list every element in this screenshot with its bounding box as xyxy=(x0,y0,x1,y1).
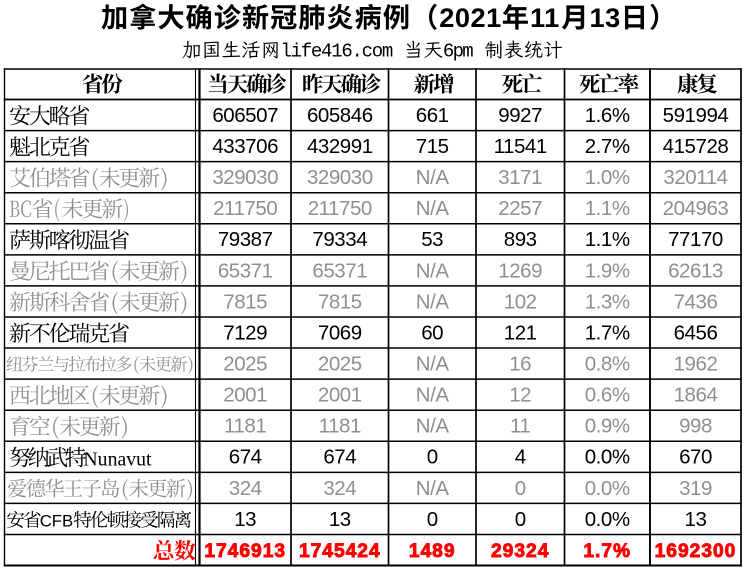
svg-text:329030: 329030 xyxy=(307,166,373,189)
svg-text:674: 674 xyxy=(229,446,262,469)
svg-text:670: 670 xyxy=(679,446,712,469)
svg-text:N/A: N/A xyxy=(416,197,450,220)
svg-text:7129: 7129 xyxy=(223,321,267,344)
svg-text:77170: 77170 xyxy=(668,228,723,251)
svg-text:1489: 1489 xyxy=(409,541,456,562)
svg-text:79334: 79334 xyxy=(312,228,367,251)
svg-text:0.6%: 0.6% xyxy=(585,384,630,407)
svg-text:2001: 2001 xyxy=(318,384,362,407)
svg-text:13: 13 xyxy=(590,2,621,33)
svg-text:N/A: N/A xyxy=(416,477,450,500)
svg-text:1.1%: 1.1% xyxy=(585,228,630,251)
svg-text:7436: 7436 xyxy=(674,290,718,313)
svg-text:0: 0 xyxy=(515,477,526,500)
svg-text:1962: 1962 xyxy=(674,353,718,376)
svg-text:0: 0 xyxy=(427,446,438,469)
svg-text:674: 674 xyxy=(323,446,356,469)
svg-text:715: 715 xyxy=(416,135,449,158)
svg-text:7815: 7815 xyxy=(318,290,362,313)
svg-text:1.3%: 1.3% xyxy=(585,290,630,313)
svg-text:432991: 432991 xyxy=(307,135,373,158)
svg-text:1692300: 1692300 xyxy=(655,541,737,562)
svg-text:13: 13 xyxy=(329,508,351,531)
svg-text:320114: 320114 xyxy=(663,166,727,189)
svg-text:1269: 1269 xyxy=(498,259,542,282)
svg-text:11: 11 xyxy=(530,2,560,33)
svg-text:1.7%: 1.7% xyxy=(585,321,630,344)
svg-text:2021: 2021 xyxy=(439,2,502,33)
svg-text:2001: 2001 xyxy=(223,384,267,407)
svg-text:60: 60 xyxy=(421,321,443,344)
svg-text:121: 121 xyxy=(504,321,537,344)
svg-text:N/A: N/A xyxy=(416,384,450,407)
svg-text:29324: 29324 xyxy=(491,541,549,562)
svg-text:324: 324 xyxy=(323,477,356,500)
svg-text:211750: 211750 xyxy=(308,197,372,220)
svg-text:893: 893 xyxy=(504,228,537,251)
svg-text:6pm: 6pm xyxy=(443,41,474,63)
svg-text:4: 4 xyxy=(515,446,526,469)
svg-text:0.0%: 0.0% xyxy=(585,446,630,469)
svg-text:N/A: N/A xyxy=(416,415,450,438)
svg-text:7815: 7815 xyxy=(223,290,267,313)
svg-text:319: 319 xyxy=(679,477,712,500)
svg-text:0: 0 xyxy=(515,508,526,531)
svg-text:3171: 3171 xyxy=(498,166,542,189)
svg-text:606507: 606507 xyxy=(212,104,278,127)
svg-text:0.9%: 0.9% xyxy=(585,415,630,438)
svg-text:N/A: N/A xyxy=(416,166,450,189)
svg-text:65371: 65371 xyxy=(312,259,367,282)
svg-text:433706: 433706 xyxy=(212,135,278,158)
svg-text:65371: 65371 xyxy=(218,259,273,282)
svg-text:998: 998 xyxy=(679,415,712,438)
svg-text:2.7%: 2.7% xyxy=(585,135,630,158)
svg-text:53: 53 xyxy=(421,228,443,251)
svg-text:1181: 1181 xyxy=(224,415,266,438)
svg-text:7069: 7069 xyxy=(318,321,362,344)
svg-text:13: 13 xyxy=(685,508,707,531)
svg-text:11: 11 xyxy=(510,415,530,438)
svg-text:661: 661 xyxy=(416,104,449,127)
svg-text:13: 13 xyxy=(234,508,256,531)
svg-text:62613: 62613 xyxy=(668,259,723,282)
svg-text:1181: 1181 xyxy=(319,415,361,438)
svg-text:1746913: 1746913 xyxy=(204,541,286,562)
svg-text:1.6%: 1.6% xyxy=(585,104,630,127)
svg-text:12: 12 xyxy=(509,384,531,407)
svg-text:2025: 2025 xyxy=(223,353,267,376)
svg-text:0.8%: 0.8% xyxy=(585,353,630,376)
svg-text:11541: 11541 xyxy=(494,135,547,158)
svg-text:2257: 2257 xyxy=(498,197,542,220)
svg-text:Nunavut: Nunavut xyxy=(83,448,152,470)
svg-text:1864: 1864 xyxy=(674,384,718,407)
svg-text:605846: 605846 xyxy=(307,104,373,127)
svg-text:life416.com: life416.com xyxy=(281,41,394,63)
svg-text:415728: 415728 xyxy=(663,135,729,158)
svg-text:N/A: N/A xyxy=(416,290,450,313)
svg-text:204963: 204963 xyxy=(663,197,729,220)
svg-text:102: 102 xyxy=(504,290,537,313)
svg-text:1.7%: 1.7% xyxy=(583,541,631,562)
svg-text:1.0%: 1.0% xyxy=(585,166,630,189)
svg-text:79387: 79387 xyxy=(218,228,273,251)
svg-text:1.1%: 1.1% xyxy=(585,197,630,220)
svg-text:CFB: CFB xyxy=(40,511,74,530)
svg-text:16: 16 xyxy=(509,353,531,376)
svg-text:211750: 211750 xyxy=(213,197,277,220)
svg-text:0: 0 xyxy=(427,508,438,531)
svg-text:0.0%: 0.0% xyxy=(585,477,630,500)
svg-text:6456: 6456 xyxy=(674,321,718,344)
svg-text:329030: 329030 xyxy=(212,166,278,189)
svg-text:324: 324 xyxy=(229,477,262,500)
svg-text:1745424: 1745424 xyxy=(299,541,381,562)
svg-text:1.9%: 1.9% xyxy=(585,259,630,282)
svg-text:N/A: N/A xyxy=(416,353,450,376)
svg-text:591994: 591994 xyxy=(663,104,729,127)
svg-text:2025: 2025 xyxy=(318,353,362,376)
svg-text:9927: 9927 xyxy=(498,104,542,127)
svg-text:N/A: N/A xyxy=(416,259,450,282)
svg-text:0.0%: 0.0% xyxy=(585,508,630,531)
